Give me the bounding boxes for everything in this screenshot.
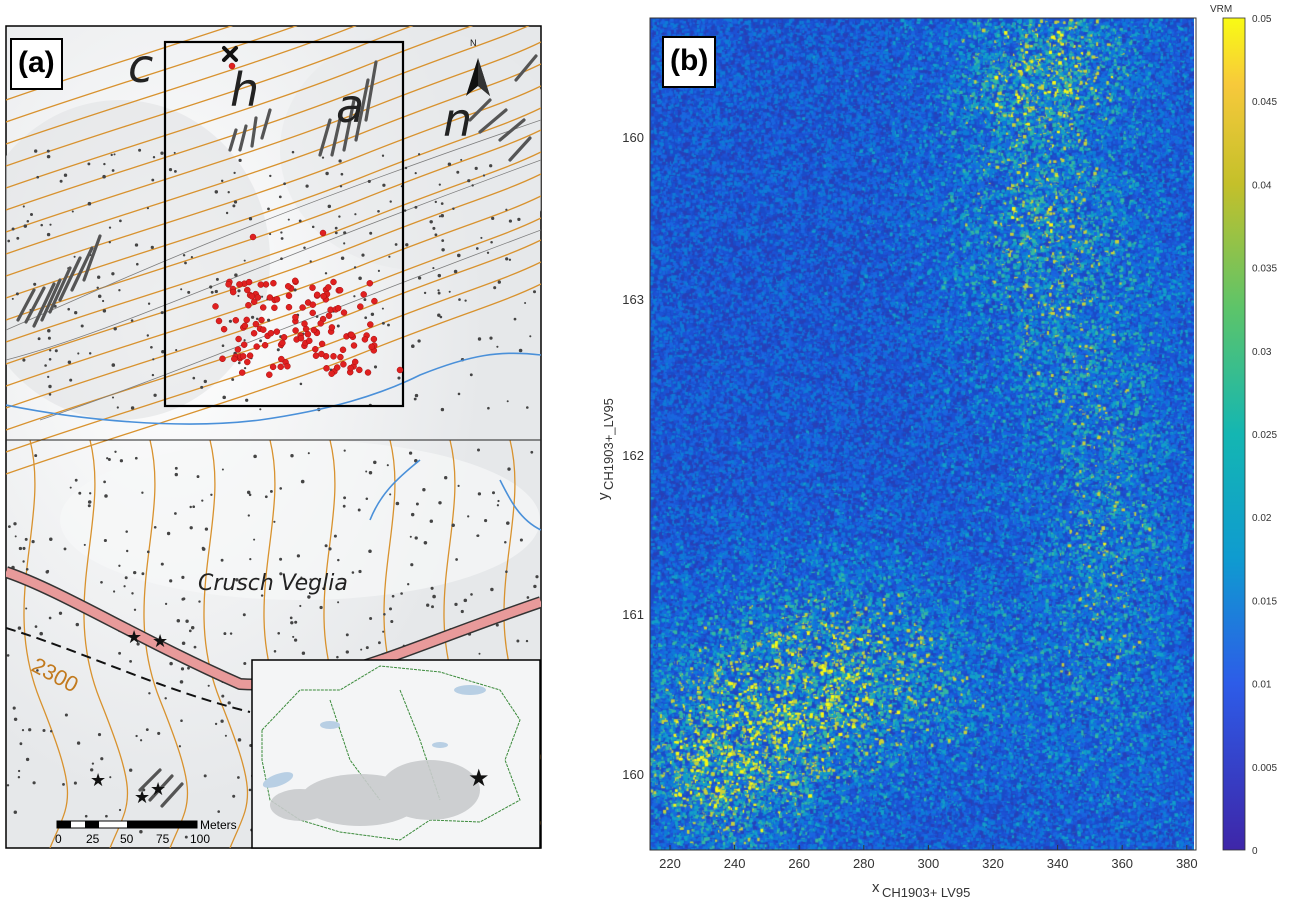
map-letter-c: c [128, 39, 153, 93]
colorbar-tick-label: 0.03 [1252, 347, 1272, 358]
colorbar-tick-label: 0.005 [1252, 763, 1277, 774]
y-tick-label: 160 [622, 767, 644, 782]
colorbar-tick-label: 0.02 [1252, 513, 1272, 524]
topographic-map: ★ ★ ★ ★ ★ c h a n 2300 Crusch Veglia N [5, 25, 542, 849]
colorbar-tick-label: 0.035 [1252, 264, 1277, 275]
colorbar-tick-label: 0.025 [1252, 430, 1277, 441]
star-icon: ★ [152, 631, 168, 651]
svg-text:50: 50 [120, 832, 134, 846]
y-tick-label: 160 [622, 130, 644, 145]
y-tick-label: 161 [622, 607, 644, 622]
panel-label-a: (a) [10, 38, 63, 90]
x-tick-label: 320 [982, 856, 1004, 871]
map-panel: ★ ★ ★ ★ ★ c h a n 2300 Crusch Veglia N [0, 0, 545, 850]
map-letter-n: n [443, 93, 472, 147]
scale-bar: 0 25 50 75 100 Meters [55, 818, 237, 846]
colorbar-title: VRM [1210, 4, 1232, 15]
map-letters: c h a n [128, 39, 472, 147]
x-tick-label: 280 [853, 856, 875, 871]
study-area-box [163, 40, 405, 408]
star-markers: ★ ★ ★ ★ ★ [90, 627, 168, 807]
cliff-hatching [16, 54, 538, 808]
location-star-icon: ★ [468, 765, 490, 792]
colorbar-tick-label: 0.015 [1252, 596, 1277, 607]
x-axis-subscript: CH1903+ LV95 [882, 885, 970, 900]
axes: 220 240 260 280 300 320 340 360 380 160 163 162 161… [595, 4, 1277, 900]
map-letter-a: a [336, 79, 364, 133]
star-icon: ★ [150, 779, 166, 799]
sample-points [212, 62, 404, 378]
x-tick-label: 240 [724, 856, 746, 871]
y-axis-subscript: CH1903+_LV95 [601, 398, 616, 490]
svg-text:Meters: Meters [200, 818, 237, 832]
y-tick-label: 162 [622, 448, 644, 463]
svg-text:100: 100 [190, 832, 210, 846]
road [6, 567, 541, 690]
colorbar: VRM 0.05 0.045 0.04 0.035 0.03 0.025 0.02 0.015… [1210, 4, 1277, 857]
star-icon: ★ [134, 787, 150, 807]
north-arrow-icon: N [466, 38, 490, 96]
panel-label-b: (b) [662, 36, 717, 88]
colorbar-tick-label: 0.05 [1252, 14, 1272, 25]
svg-text:0: 0 [55, 832, 62, 846]
map-letter-h: h [230, 63, 259, 117]
colorbar-tick-label: 0.045 [1252, 97, 1277, 108]
svg-text:25: 25 [86, 832, 100, 846]
x-tick-label: 300 [918, 856, 940, 871]
vrm-raster-panel: (b) 220 240 260 280 300 320 340 360 380 160 163 16… [560, 0, 1290, 904]
y-tick-label: 163 [622, 292, 644, 307]
x-tick-label: 380 [1176, 856, 1198, 871]
x-tick-label: 360 [1111, 856, 1133, 871]
x-tick-label: 260 [788, 856, 810, 871]
svg-text:75: 75 [156, 832, 170, 846]
x-axis-label: x [872, 879, 880, 896]
overview-inset-map: ★ [251, 659, 541, 849]
colorbar-tick-label: 0.01 [1252, 680, 1272, 691]
star-icon: ★ [90, 770, 106, 790]
y-axis-label: y [595, 492, 612, 500]
place-name: Crusch Veglia [198, 571, 348, 596]
x-marker-icon [222, 46, 238, 62]
colorbar-tick-label: 0.04 [1252, 180, 1272, 191]
x-tick-label: 220 [659, 856, 681, 871]
star-icon: ★ [126, 627, 142, 647]
streams [6, 352, 541, 531]
vrm-raster [650, 18, 1194, 850]
svg-text:N: N [470, 38, 477, 48]
x-tick-label: 340 [1047, 856, 1069, 871]
colorbar-tick-label: 0 [1252, 846, 1258, 857]
